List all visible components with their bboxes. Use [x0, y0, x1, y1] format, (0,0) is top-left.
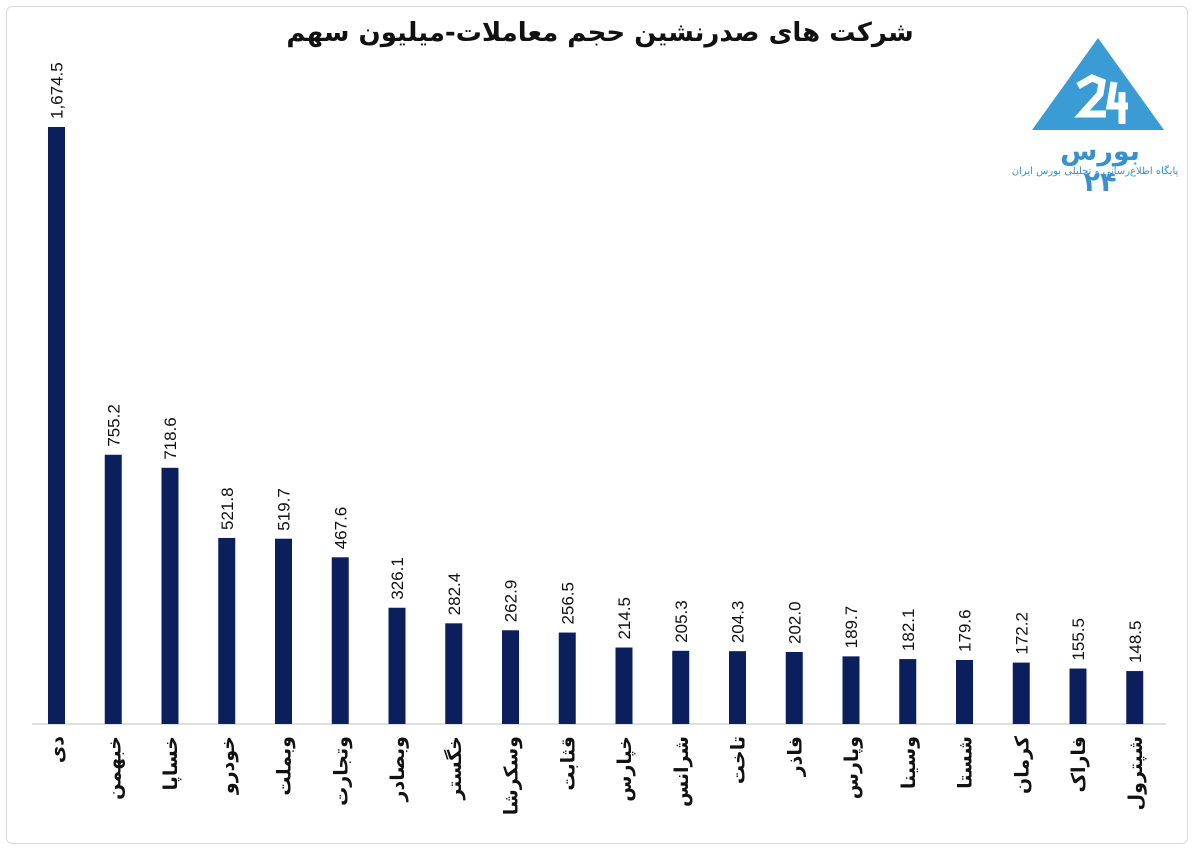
bar [842, 656, 860, 724]
bar [615, 647, 633, 724]
logo-brand-text: بورس ۲۴ [1060, 136, 1140, 198]
data-label: 1,674.5 [48, 62, 67, 119]
data-label: 256.5 [558, 582, 577, 625]
x-tick-label: خساپا [160, 736, 182, 790]
x-tick-label: وبملت [274, 736, 296, 796]
chart-frame [6, 6, 1188, 844]
x-tick-label: تاخت [728, 736, 750, 784]
x-tick-label: وپارس [841, 736, 863, 799]
x-tick-label: وسکرشا [501, 736, 523, 815]
x-tick-label: شستا [955, 736, 977, 789]
data-label: 204.3 [729, 601, 748, 644]
data-label: 202.0 [785, 601, 804, 644]
bar [388, 607, 406, 724]
bar [558, 632, 576, 724]
data-label: 148.5 [1126, 621, 1145, 664]
data-label: 326.1 [388, 557, 407, 600]
x-tick-label: دی [47, 736, 69, 763]
x-tick-label: خگستر [443, 736, 466, 801]
bar [899, 659, 917, 724]
bar [331, 557, 349, 724]
data-label: 172.2 [1012, 612, 1031, 655]
bar [48, 127, 65, 724]
x-tick-label: فاراک [1068, 736, 1090, 792]
data-label: 521.8 [218, 487, 237, 530]
bar [445, 623, 463, 724]
bar [1126, 671, 1144, 724]
data-label: 282.4 [445, 573, 464, 616]
bar [502, 630, 519, 724]
data-label: 755.2 [104, 404, 123, 447]
x-tick-label: شپترول [1125, 736, 1147, 810]
x-tick-label: خبهمن [103, 736, 125, 800]
bar [104, 454, 122, 724]
data-label: 214.5 [615, 597, 634, 640]
bar [956, 659, 973, 724]
data-label: 155.5 [1069, 618, 1088, 661]
bar [729, 651, 746, 724]
data-label: 182.1 [899, 609, 918, 652]
x-tick-label: وتجارت [330, 736, 352, 806]
bar [218, 537, 236, 724]
x-tick-label: وبصادر [387, 736, 409, 803]
data-label: 179.6 [956, 609, 975, 652]
data-label: 718.6 [161, 417, 180, 460]
x-tick-label: وسینا [898, 736, 920, 789]
x-tick-label: قثابت [557, 736, 579, 791]
data-label: 205.3 [672, 600, 691, 643]
x-tick-label: شرانس [671, 736, 693, 807]
bar [275, 538, 292, 724]
data-label: 467.6 [331, 507, 350, 550]
bar [1069, 668, 1087, 724]
logo-tagline: پایگاه اطلاع‌رسانی و تحلیلی بورس ایران [1011, 166, 1179, 177]
bar [161, 467, 179, 724]
bar [672, 650, 690, 724]
bourse24-logo-icon [1032, 38, 1164, 130]
data-label: 262.9 [502, 580, 521, 623]
data-label: 519.7 [275, 488, 294, 531]
x-tick-label: کرمان [1011, 735, 1033, 794]
x-tick-label: فاذر [784, 736, 806, 777]
x-tick-label: خودرو [217, 736, 239, 795]
x-tick-label: خپارس [614, 736, 636, 802]
chart-title: شرکت های صدرنشین حجم معاملات-میلیون سهم [286, 18, 914, 48]
bar [785, 651, 803, 724]
data-label: 189.7 [842, 606, 861, 649]
bar [1012, 662, 1030, 724]
